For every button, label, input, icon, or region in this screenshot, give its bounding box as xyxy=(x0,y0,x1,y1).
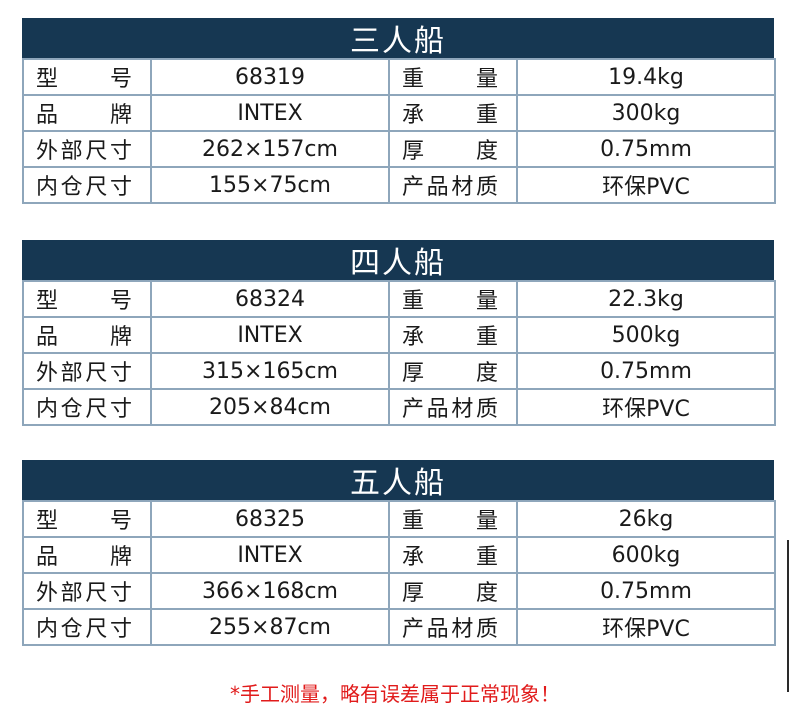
label-cell: 承 重 xyxy=(388,536,518,574)
label-cell: 内仓尺寸 xyxy=(22,388,152,426)
value-cell: 环保PVC xyxy=(516,388,776,426)
label-cell: 产品材质 xyxy=(388,608,518,646)
spec-block-four-person: 四人船 型 号 68324 重 量 22.3kg 品 牌 INTEX 承 重 5… xyxy=(22,240,776,426)
table-row: 内仓尺寸 205×84cm 产品材质 环保PVC xyxy=(22,388,776,426)
table-row: 内仓尺寸 255×87cm 产品材质 环保PVC xyxy=(22,608,776,646)
label-cell: 品 牌 xyxy=(22,316,152,354)
label-cell: 内仓尺寸 xyxy=(22,166,152,204)
block-title: 三人船 xyxy=(22,18,774,59)
table-row: 品 牌 INTEX 承 重 300kg xyxy=(22,94,776,132)
value-cell: 255×87cm xyxy=(150,608,390,646)
value-cell: 68319 xyxy=(150,58,390,96)
spec-block-five-person: 五人船 型 号 68325 重 量 26kg 品 牌 INTEX 承 重 600… xyxy=(22,460,776,646)
value-cell: INTEX xyxy=(150,536,390,574)
label-cell: 重 量 xyxy=(388,500,518,538)
value-cell: INTEX xyxy=(150,316,390,354)
label-cell: 型 号 xyxy=(22,58,152,96)
block-title: 四人船 xyxy=(22,240,774,281)
value-cell: 155×75cm xyxy=(150,166,390,204)
value-cell: 205×84cm xyxy=(150,388,390,426)
label-cell: 品 牌 xyxy=(22,94,152,132)
table-row: 品 牌 INTEX 承 重 500kg xyxy=(22,316,776,354)
edge-divider xyxy=(787,540,789,692)
spec-table: 型 号 68319 重 量 19.4kg 品 牌 INTEX 承 重 300kg… xyxy=(22,58,776,204)
value-cell: 26kg xyxy=(516,500,776,538)
label-cell: 品 牌 xyxy=(22,536,152,574)
spec-table: 型 号 68325 重 量 26kg 品 牌 INTEX 承 重 600kg 外… xyxy=(22,500,776,646)
label-cell: 厚 度 xyxy=(388,572,518,610)
value-cell: 22.3kg xyxy=(516,280,776,318)
spec-block-three-person: 三人船 型 号 68319 重 量 19.4kg 品 牌 INTEX 承 重 3… xyxy=(22,18,776,204)
table-row: 外部尺寸 262×157cm 厚 度 0.75mm xyxy=(22,130,776,168)
value-cell: 68325 xyxy=(150,500,390,538)
value-cell: INTEX xyxy=(150,94,390,132)
spec-table: 型 号 68324 重 量 22.3kg 品 牌 INTEX 承 重 500kg… xyxy=(22,280,776,426)
table-row: 品 牌 INTEX 承 重 600kg xyxy=(22,536,776,574)
label-cell: 重 量 xyxy=(388,280,518,318)
table-row: 外部尺寸 315×165cm 厚 度 0.75mm xyxy=(22,352,776,390)
table-row: 型 号 68325 重 量 26kg xyxy=(22,500,776,538)
label-cell: 外部尺寸 xyxy=(22,130,152,168)
value-cell: 366×168cm xyxy=(150,572,390,610)
label-cell: 型 号 xyxy=(22,280,152,318)
label-cell: 产品材质 xyxy=(388,166,518,204)
label-cell: 外部尺寸 xyxy=(22,572,152,610)
value-cell: 19.4kg xyxy=(516,58,776,96)
value-cell: 500kg xyxy=(516,316,776,354)
label-cell: 内仓尺寸 xyxy=(22,608,152,646)
label-cell: 产品材质 xyxy=(388,388,518,426)
label-cell: 外部尺寸 xyxy=(22,352,152,390)
table-row: 型 号 68324 重 量 22.3kg xyxy=(22,280,776,318)
label-cell: 厚 度 xyxy=(388,130,518,168)
table-row: 外部尺寸 366×168cm 厚 度 0.75mm xyxy=(22,572,776,610)
value-cell: 0.75mm xyxy=(516,352,776,390)
value-cell: 315×165cm xyxy=(150,352,390,390)
value-cell: 600kg xyxy=(516,536,776,574)
block-title: 五人船 xyxy=(22,460,774,501)
table-row: 型 号 68319 重 量 19.4kg xyxy=(22,58,776,96)
label-cell: 厚 度 xyxy=(388,352,518,390)
label-cell: 承 重 xyxy=(388,94,518,132)
value-cell: 环保PVC xyxy=(516,608,776,646)
measurement-note: *手工测量，略有误差属于正常现象！ xyxy=(230,682,560,706)
label-cell: 承 重 xyxy=(388,316,518,354)
label-cell: 重 量 xyxy=(388,58,518,96)
value-cell: 0.75mm xyxy=(516,572,776,610)
value-cell: 262×157cm xyxy=(150,130,390,168)
label-cell: 型 号 xyxy=(22,500,152,538)
value-cell: 68324 xyxy=(150,280,390,318)
table-row: 内仓尺寸 155×75cm 产品材质 环保PVC xyxy=(22,166,776,204)
value-cell: 0.75mm xyxy=(516,130,776,168)
value-cell: 环保PVC xyxy=(516,166,776,204)
value-cell: 300kg xyxy=(516,94,776,132)
